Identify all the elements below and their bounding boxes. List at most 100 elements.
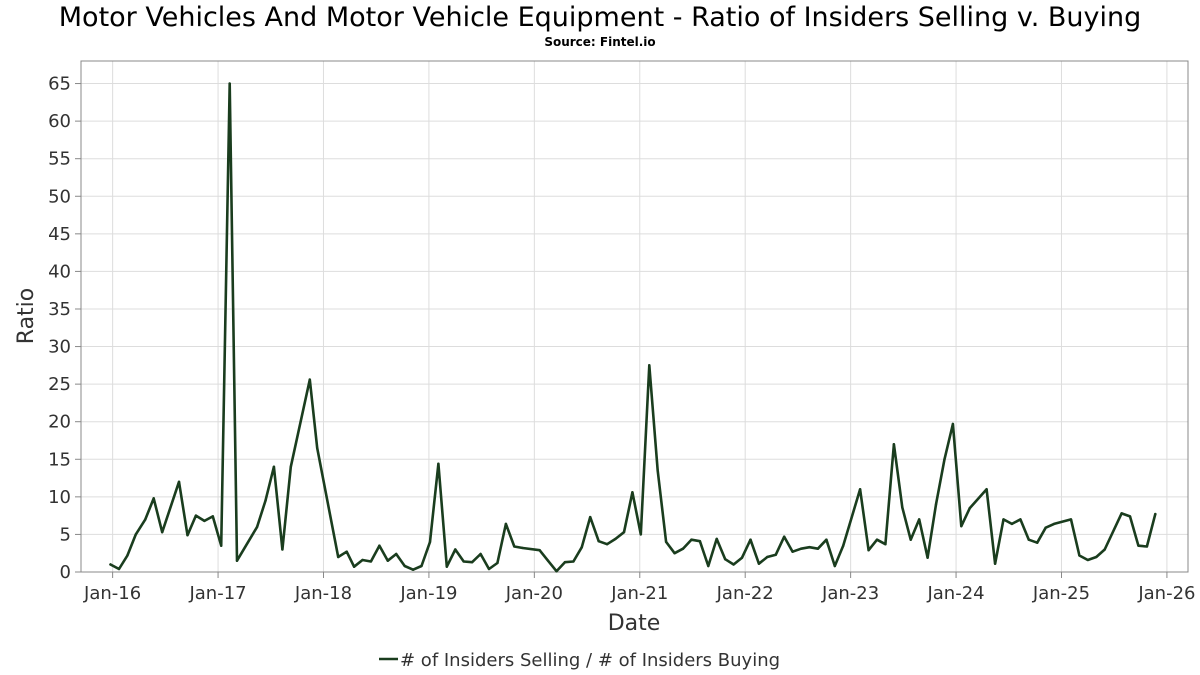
data-point (791, 550, 794, 553)
data-point (228, 82, 231, 85)
x-tick-label: Jan-16 (83, 583, 141, 604)
data-point (917, 518, 921, 521)
data-point (580, 546, 583, 549)
data-point (134, 533, 138, 536)
data-point (117, 567, 121, 571)
data-point (281, 548, 284, 551)
data-point (1128, 515, 1132, 518)
data-point (445, 565, 449, 568)
y-tick-label: 40 (48, 261, 71, 282)
data-point (1019, 518, 1022, 521)
data-point (289, 465, 293, 468)
data-point (951, 422, 955, 426)
data-point (126, 554, 129, 557)
data-point (255, 525, 259, 529)
y-tick-label: 20 (48, 412, 71, 433)
data-point (1036, 541, 1039, 544)
data-point (715, 537, 718, 541)
x-axis-label: Date (608, 611, 661, 636)
data-point (1010, 522, 1014, 526)
data-point (479, 552, 482, 556)
data-point (144, 518, 147, 521)
data-point (420, 564, 423, 568)
x-tick-label: Jan-20 (505, 583, 563, 604)
data-point (177, 480, 181, 484)
y-tick-label: 60 (48, 111, 71, 132)
data-point (808, 546, 811, 549)
tick-layer: 0 5 10 15 20 25 30 35 40 45 50 55 60 65 Jan-16 Jan-17 Ja… (48, 74, 1195, 604)
data-point (411, 568, 415, 571)
data-point (909, 538, 912, 541)
data-point (960, 524, 963, 528)
data-point (462, 560, 465, 563)
data-point (707, 564, 710, 568)
data-point (235, 559, 239, 562)
data-point (395, 552, 398, 556)
data-point (723, 558, 727, 561)
data-point (622, 530, 626, 534)
x-tick-label: Jan-21 (610, 583, 668, 604)
data-point (538, 549, 541, 552)
data-point (1027, 538, 1031, 541)
data-point (487, 567, 491, 571)
data-point (1052, 522, 1056, 526)
data-point (264, 499, 267, 502)
data-point (308, 378, 311, 381)
legend-label: # of Insiders Selling / # of Insiders Bu… (400, 650, 780, 671)
data-point (337, 555, 340, 559)
data-point (186, 533, 189, 537)
data-point (648, 364, 651, 367)
data-point (639, 533, 643, 536)
y-tick-label: 30 (48, 337, 71, 358)
data-point (597, 539, 600, 543)
data-point (220, 544, 223, 547)
data-point (194, 514, 198, 517)
data-point (1137, 544, 1140, 547)
data-point (605, 542, 609, 546)
data-point (926, 556, 929, 559)
data-point (656, 469, 659, 472)
point-layer (109, 82, 1157, 573)
y-tick-label: 65 (48, 74, 71, 95)
data-point (589, 515, 592, 519)
data-point (631, 491, 634, 494)
data-point (369, 560, 373, 563)
y-axis-label: Ratio (14, 288, 39, 344)
x-tick-label: Jan-26 (1137, 583, 1195, 604)
data-point (1044, 526, 1047, 529)
y-tick-label: 0 (60, 562, 71, 583)
data-point (386, 559, 389, 562)
data-point (968, 506, 971, 510)
data-point (993, 562, 997, 565)
data-point (1145, 545, 1149, 548)
data-point (1002, 518, 1005, 521)
data-point (858, 488, 862, 491)
data-point (1069, 518, 1073, 521)
data-point (160, 530, 164, 534)
data-point (884, 542, 887, 546)
data-point (352, 565, 356, 568)
data-point (825, 538, 828, 541)
data-point (378, 544, 381, 547)
data-point (892, 443, 896, 446)
x-tick-label: Jan-17 (188, 583, 246, 604)
y-tick-label: 45 (48, 224, 71, 245)
grid-layer (81, 61, 1188, 573)
data-point (361, 558, 364, 562)
data-point (690, 538, 693, 541)
y-tick-label: 5 (60, 524, 71, 545)
data-point (875, 538, 879, 541)
data-point (211, 515, 214, 518)
chart-subtitle: Source: Fintel.io (544, 35, 656, 49)
data-point (496, 561, 499, 565)
data-point (1095, 555, 1098, 559)
data-point (555, 570, 558, 573)
y-tick-label: 15 (48, 449, 71, 470)
y-tick-label: 10 (48, 487, 71, 508)
data-point (428, 540, 432, 544)
data-point (757, 562, 761, 565)
data-point (799, 547, 803, 550)
data-point (934, 503, 938, 506)
data-point (664, 540, 668, 544)
